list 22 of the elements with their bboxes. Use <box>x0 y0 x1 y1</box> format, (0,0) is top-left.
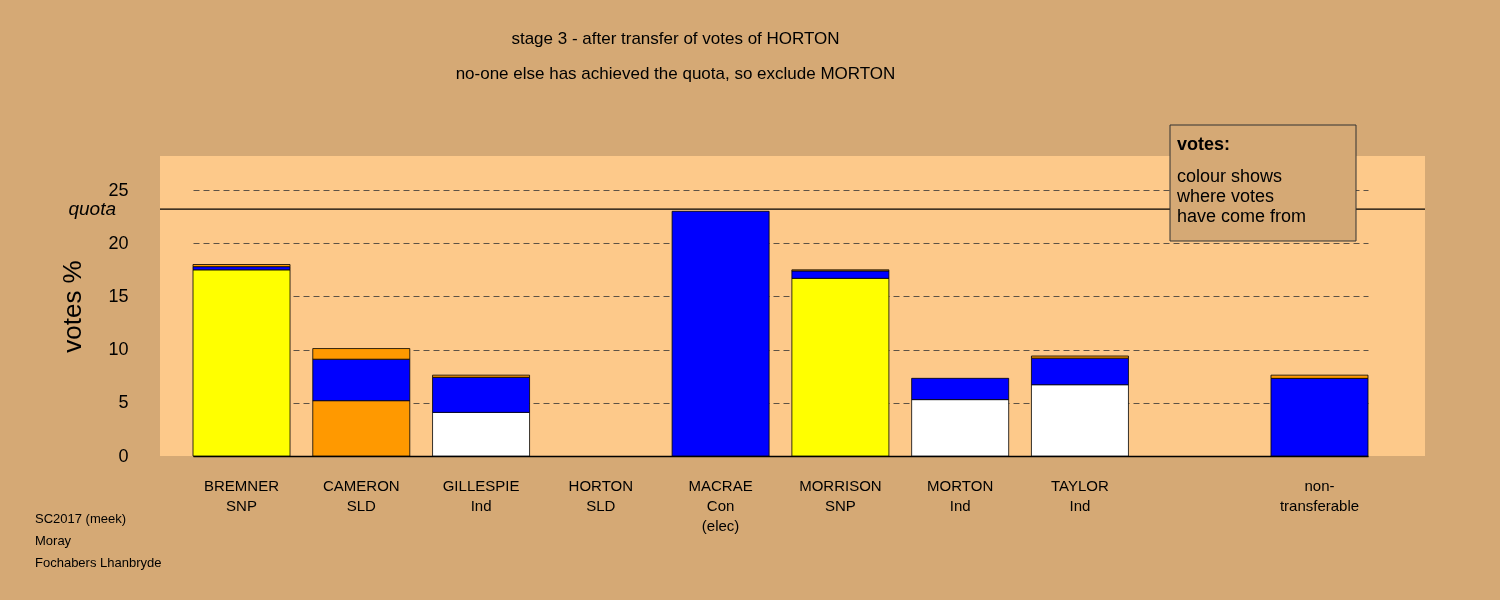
x-tick-label: GILLESPIE Ind <box>442 476 520 514</box>
chart-title: stage 3 - after transfer of votes of HORTON <box>511 28 840 48</box>
y-axis-title: votes % <box>57 260 88 353</box>
y-tick-label: 0 <box>118 445 129 466</box>
y-tick-label: 20 <box>108 232 129 253</box>
y-tick-label: 10 <box>108 339 129 360</box>
x-tick-label: MORTON Ind <box>927 476 994 514</box>
y-tick-label: 15 <box>108 285 129 306</box>
chart-subtitle: no-one else has achieved the quota, so exclude MORTON <box>455 63 896 83</box>
ref-line-label: quota <box>68 198 116 220</box>
x-tick-label: CAMERON SLD <box>322 476 400 514</box>
x-tick-label: MACRAE Con (elec) <box>688 476 753 534</box>
x-tick-label: HORTON SLD <box>568 476 634 514</box>
text: SC2017 (meek) Moray Fochabers Lhanbryde <box>35 511 162 570</box>
annotation: colour shows where votes have come from <box>1176 166 1307 226</box>
x-tick-label: non- transferable <box>1279 476 1360 514</box>
y-tick-label: 25 <box>108 179 129 200</box>
y-tick-label: 5 <box>118 392 129 413</box>
text: votes: <box>1177 134 1231 154</box>
x-tick-label: TAYLOR Ind <box>1051 476 1109 514</box>
x-tick-label: BREMNER SNP <box>204 476 280 514</box>
x-tick-label: MORRISON SNP <box>799 476 882 514</box>
